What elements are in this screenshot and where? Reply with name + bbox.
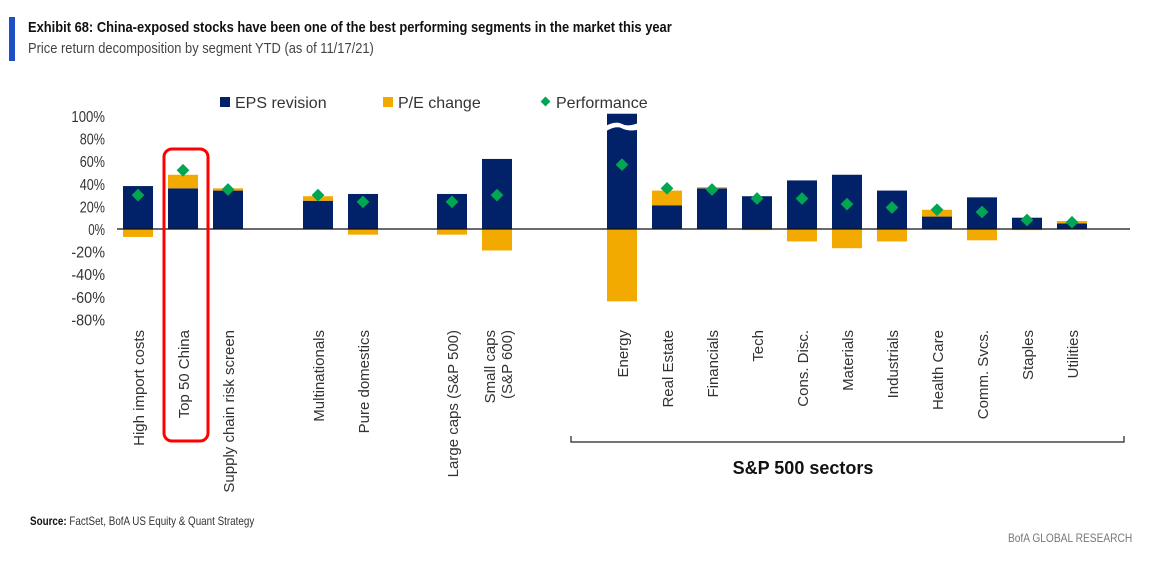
performance-marker bbox=[356, 195, 370, 209]
source-text: FactSet, BofA US Equity & Quant Strategy bbox=[66, 514, 255, 528]
title-accent-bar bbox=[9, 17, 15, 61]
bar-eps-revision bbox=[303, 200, 333, 229]
legend-label: EPS revision bbox=[235, 95, 327, 112]
source-note: Source: FactSet, BofA US Equity & Quant … bbox=[30, 514, 254, 528]
category-label: Financials bbox=[705, 330, 722, 398]
category-label: High import costs bbox=[131, 330, 148, 446]
source-label: Source: bbox=[30, 514, 67, 528]
legend-swatch-0 bbox=[220, 97, 230, 107]
bar-pe-change bbox=[652, 190, 682, 206]
bar-pe-change bbox=[123, 229, 153, 237]
bar-pe-change bbox=[607, 229, 637, 302]
category-label: Cons. Disc. bbox=[795, 330, 812, 407]
y-tick-label: 60% bbox=[80, 154, 105, 171]
bar-pe-change bbox=[832, 229, 862, 249]
bar-eps-revision bbox=[213, 190, 243, 229]
category-label: Top 50 China bbox=[176, 329, 193, 418]
y-tick-label: -40% bbox=[71, 267, 105, 284]
y-tick-label: -20% bbox=[71, 245, 105, 262]
legend-label: Performance bbox=[556, 95, 648, 112]
bar-pe-change bbox=[877, 229, 907, 242]
category-label: Pure domestics bbox=[356, 330, 373, 433]
highlight-box bbox=[162, 147, 210, 443]
legend-marker-2 bbox=[540, 96, 551, 107]
performance-marker bbox=[221, 183, 235, 196]
category-label: Staples bbox=[1020, 330, 1037, 380]
performance-marker bbox=[176, 163, 190, 177]
legend-swatch-1 bbox=[383, 97, 393, 107]
category-label: Large caps (S&P 500) bbox=[445, 330, 462, 477]
y-tick-label: -80% bbox=[71, 312, 105, 329]
bar-eps-revision bbox=[652, 205, 682, 229]
legend-label: P/E change bbox=[398, 95, 481, 112]
category-label: Supply chain risk screen bbox=[221, 330, 238, 493]
category-label: Real Estate bbox=[660, 330, 677, 408]
category-label: Small caps(S&P 600) bbox=[482, 330, 516, 403]
bar-pe-change bbox=[168, 174, 198, 189]
category-label: Utilities bbox=[1065, 330, 1082, 378]
y-tick-label: 40% bbox=[80, 177, 105, 194]
chart-subtitle: Price return decomposition by segment YT… bbox=[28, 40, 374, 57]
bar-pe-change bbox=[967, 229, 997, 241]
bar-eps-revision bbox=[922, 216, 952, 229]
category-label: Multinationals bbox=[311, 330, 328, 422]
bar-pe-change bbox=[348, 229, 378, 235]
y-tick-label: 20% bbox=[80, 199, 105, 216]
category-label: Tech bbox=[750, 330, 767, 362]
y-tick-label: 0% bbox=[88, 222, 105, 239]
performance-marker bbox=[311, 188, 325, 202]
performance-marker bbox=[131, 188, 145, 202]
sector-group-bracket bbox=[570, 436, 1125, 443]
category-label: Industrials bbox=[885, 330, 902, 398]
y-tick-label: 100% bbox=[71, 109, 105, 126]
brand-footer: BofA GLOBAL RESEARCH bbox=[1007, 531, 1132, 545]
performance-marker bbox=[490, 188, 504, 202]
bar-pe-change bbox=[787, 229, 817, 242]
chart-title: Exhibit 68: China-exposed stocks have be… bbox=[28, 19, 672, 36]
y-tick-label: -60% bbox=[71, 290, 105, 307]
bar-pe-change bbox=[482, 229, 512, 251]
bar-pe-change bbox=[437, 229, 467, 235]
category-label: Materials bbox=[840, 330, 857, 391]
category-label: Comm. Svcs. bbox=[975, 330, 992, 419]
bar-eps-revision bbox=[607, 113, 637, 229]
sector-group-label: S&P 500 sectors bbox=[733, 458, 874, 478]
category-label: Energy bbox=[615, 330, 632, 378]
category-label: Health Care bbox=[930, 330, 947, 410]
performance-marker bbox=[445, 195, 459, 209]
y-tick-label: 80% bbox=[80, 132, 105, 149]
bar-eps-revision bbox=[168, 188, 198, 229]
axis-break-mark bbox=[605, 122, 639, 132]
